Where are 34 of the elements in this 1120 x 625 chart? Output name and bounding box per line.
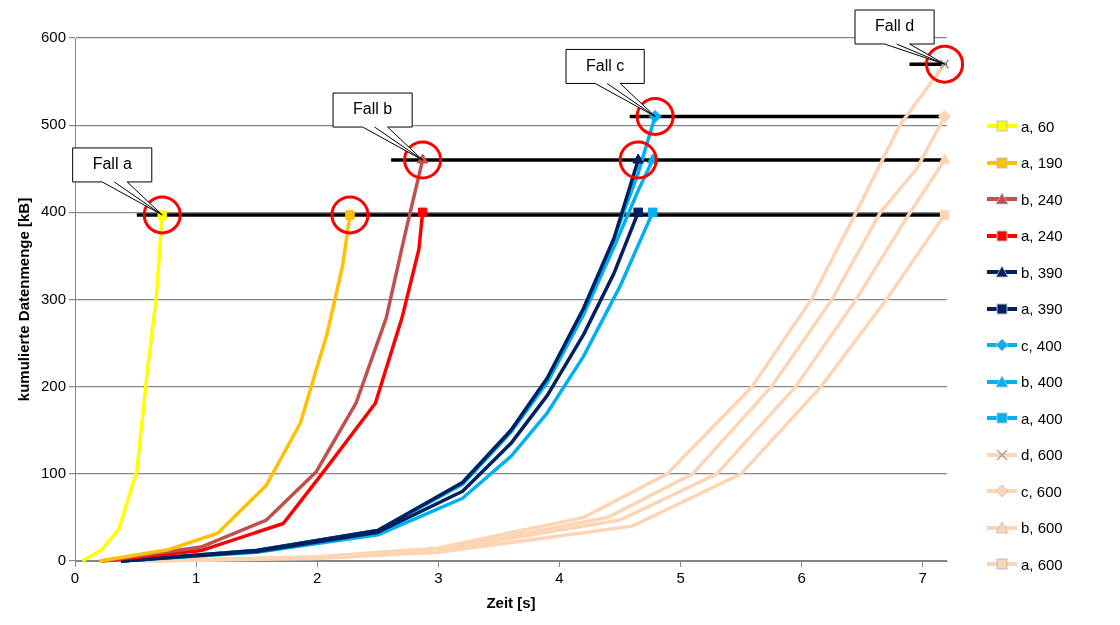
x-tick-label: 6 xyxy=(797,569,806,587)
legend-label: a, 240 xyxy=(1021,227,1063,245)
y-tick-label: 200 xyxy=(41,376,67,394)
legend-label: b, 400 xyxy=(1021,373,1063,391)
y-tick-label: 600 xyxy=(41,28,67,46)
x-tick-label: 0 xyxy=(70,569,80,587)
x-tick-label: 5 xyxy=(676,569,685,587)
legend-label: c, 400 xyxy=(1021,336,1062,354)
legend-label: a, 400 xyxy=(1021,409,1063,427)
legend-label: a, 390 xyxy=(1021,300,1063,318)
x-axis-title: Zeit [s] xyxy=(486,594,536,612)
legend-label: a, 60 xyxy=(1021,117,1055,135)
y-tick-label: 300 xyxy=(41,289,67,307)
x-tick-label: 2 xyxy=(313,569,322,587)
legend-label: c, 600 xyxy=(1021,482,1062,500)
x-tick-label: 1 xyxy=(191,569,201,587)
legend-label: a, 600 xyxy=(1021,555,1063,573)
annotation: Fall d xyxy=(875,17,915,35)
legend-label: b, 240 xyxy=(1021,190,1063,208)
legend-label: b, 600 xyxy=(1021,519,1063,537)
x-tick-label: 4 xyxy=(555,569,564,587)
x-tick-label: 7 xyxy=(918,569,927,587)
annotation: Fall b xyxy=(353,100,393,118)
annotation: Fall a xyxy=(92,155,132,173)
y-axis-title: kumulierte Datenmenge [kB] xyxy=(15,197,33,402)
y-tick-label: 500 xyxy=(41,115,67,133)
y-tick-label: 0 xyxy=(57,551,67,569)
legend-label: a, 190 xyxy=(1021,154,1063,172)
legend-label: d, 600 xyxy=(1021,446,1063,464)
x-tick-label: 3 xyxy=(434,569,443,587)
y-tick-label: 100 xyxy=(41,463,67,481)
legend-label: b, 390 xyxy=(1021,263,1063,281)
y-tick-label: 400 xyxy=(41,202,67,220)
annotation: Fall c xyxy=(586,56,625,74)
